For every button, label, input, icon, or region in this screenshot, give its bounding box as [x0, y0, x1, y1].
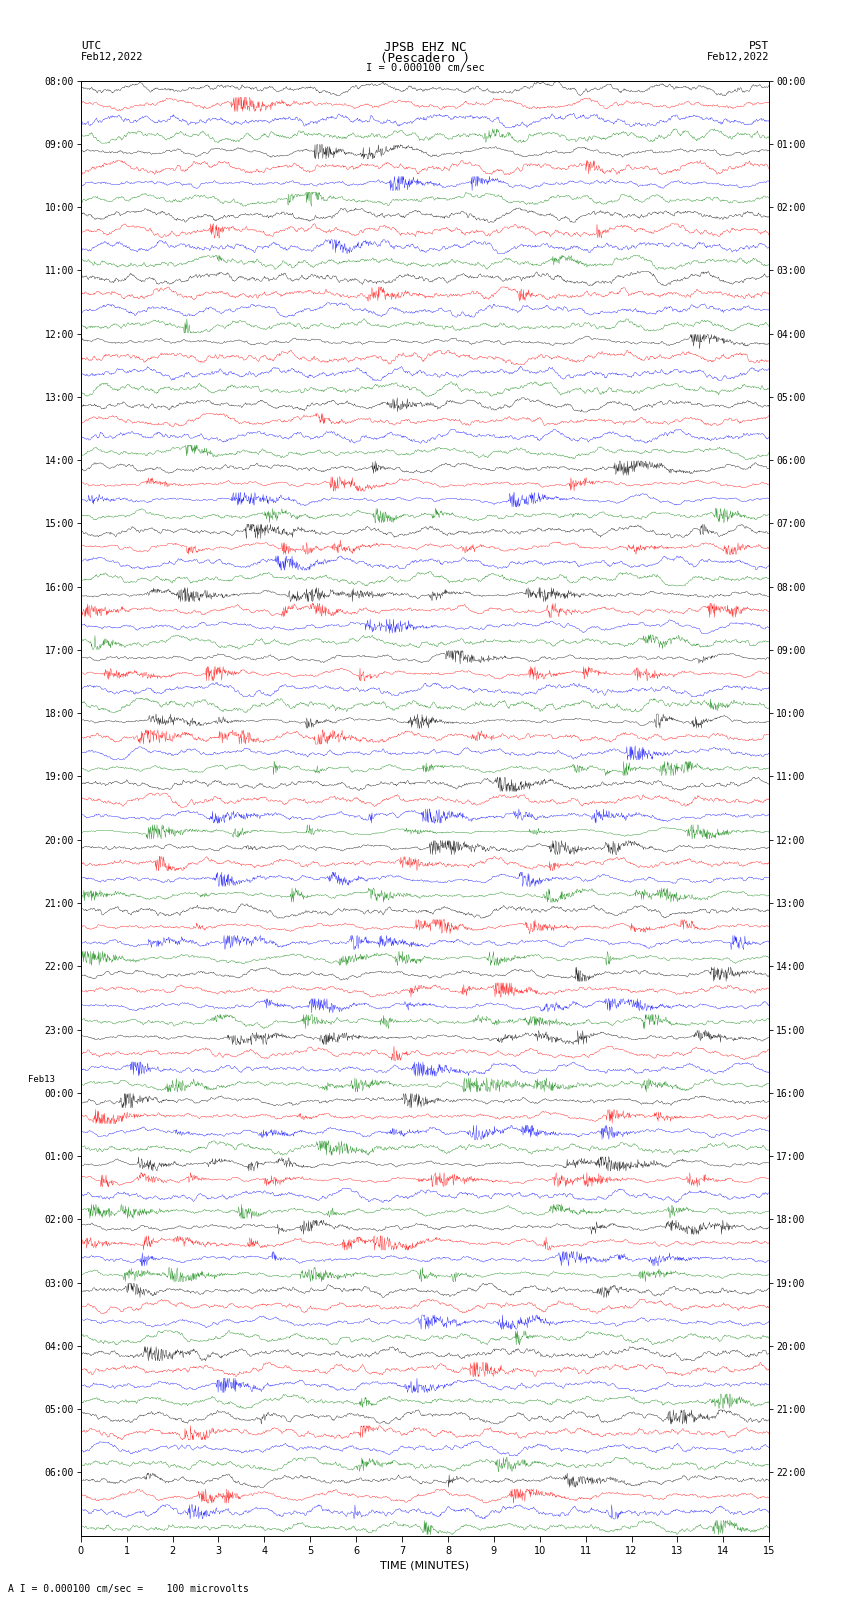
X-axis label: TIME (MINUTES): TIME (MINUTES) [381, 1560, 469, 1569]
Text: (Pescadero ): (Pescadero ) [380, 52, 470, 66]
Text: Feb13: Feb13 [28, 1076, 55, 1084]
Text: I = 0.000100 cm/sec: I = 0.000100 cm/sec [366, 63, 484, 73]
Text: JPSB EHZ NC: JPSB EHZ NC [383, 40, 467, 55]
Text: Feb12,2022: Feb12,2022 [706, 52, 769, 63]
Text: UTC: UTC [81, 40, 101, 52]
Text: PST: PST [749, 40, 769, 52]
Text: Feb12,2022: Feb12,2022 [81, 52, 144, 63]
Text: A I = 0.000100 cm/sec =    100 microvolts: A I = 0.000100 cm/sec = 100 microvolts [8, 1584, 249, 1594]
